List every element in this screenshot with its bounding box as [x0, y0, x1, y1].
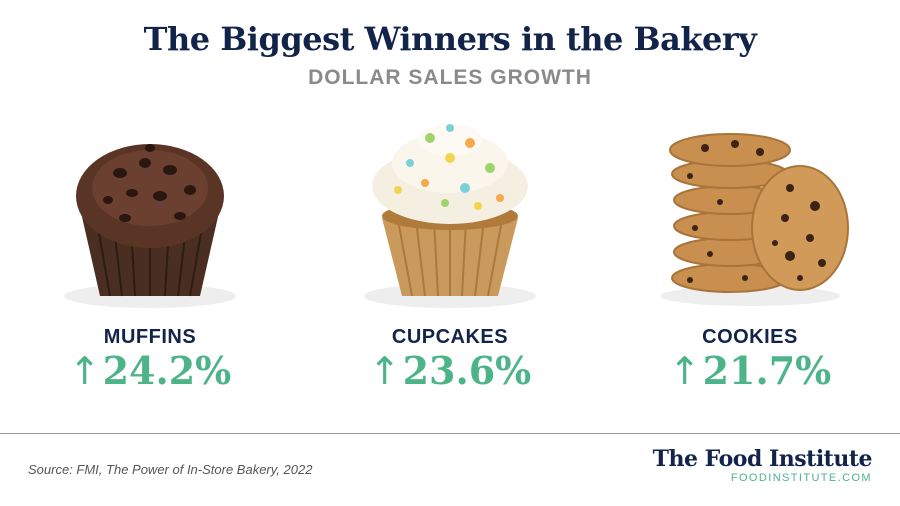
muffin-image — [64, 144, 236, 308]
item-value-text: 21.7% — [702, 348, 832, 393]
item-value: ↑24.2% — [0, 348, 300, 393]
item-muffins: MUFFINS ↑24.2% — [0, 110, 300, 410]
item-label: CUPCAKES — [391, 326, 509, 348]
brand-name: The Food Institute — [652, 446, 873, 472]
chart-subtitle: DOLLAR SALES GROWTH — [308, 66, 592, 89]
cupcake-image — [364, 124, 536, 308]
item-value: ↑23.6% — [300, 348, 600, 393]
up-arrow-icon: ↑ — [368, 349, 401, 393]
footer-divider — [0, 433, 900, 434]
item-label: COOKIES — [702, 326, 798, 348]
chart-title: The Biggest Winners in the Bakery — [143, 20, 757, 58]
item-value-text: 23.6% — [402, 348, 532, 393]
up-arrow-icon: ↑ — [68, 349, 101, 393]
item-cookies: COOKIES ↑21.7% — [600, 110, 900, 410]
up-arrow-icon: ↑ — [668, 349, 701, 393]
item-label: MUFFINS — [103, 326, 197, 348]
brand-logo: The Food Institute FOODINSTITUTE.COM — [652, 446, 873, 485]
item-cupcakes: CUPCAKES ↑23.6% — [300, 110, 600, 410]
cookies-image — [660, 133, 849, 306]
item-value: ↑21.7% — [600, 348, 900, 393]
brand-url: FOODINSTITUTE.COM — [730, 472, 872, 484]
source-note: Source: FMI, The Power of In-Store Baker… — [28, 462, 313, 477]
item-value-text: 24.2% — [102, 348, 232, 393]
